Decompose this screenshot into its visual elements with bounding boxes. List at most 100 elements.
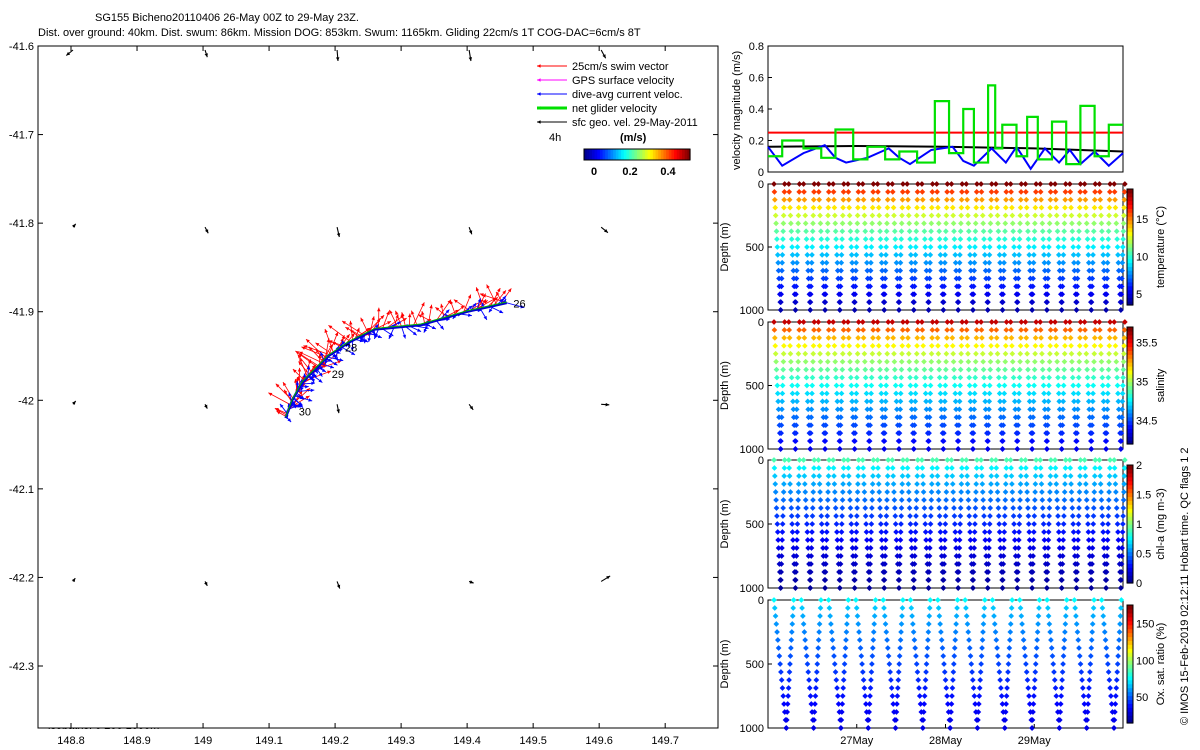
profile-point — [790, 267, 797, 274]
profile-colorbar-segment — [1127, 648, 1133, 653]
profile-point — [1090, 366, 1097, 373]
profile-point — [795, 505, 801, 511]
profile-point — [775, 637, 781, 643]
profile-point — [998, 275, 1004, 282]
profile-point — [963, 189, 970, 195]
profile-x-tick-label: 29May — [1018, 735, 1052, 747]
profile-point — [1083, 342, 1089, 349]
colorbar-segment — [642, 149, 646, 160]
profile-point — [848, 521, 855, 527]
profile-point — [835, 275, 841, 282]
colorbar-tick-label: 0.4 — [660, 166, 676, 178]
colorbar-segment — [621, 149, 625, 160]
profile-point — [958, 481, 965, 487]
profile-point — [820, 553, 827, 559]
geostrophic-vector-head — [204, 53, 208, 58]
dive-avg-current-vector-head — [431, 325, 436, 330]
profile-point — [934, 473, 941, 479]
profile-point — [1083, 497, 1090, 503]
profile-point — [853, 390, 860, 397]
geostrophic-vectors — [65, 49, 611, 589]
profile-colorbar-segment — [1127, 624, 1133, 630]
profile-point — [817, 220, 824, 227]
profile-point — [908, 605, 915, 611]
profile-point — [1028, 569, 1035, 575]
profile-colorbar-segment — [1127, 660, 1133, 665]
profile-point — [801, 189, 807, 195]
profile-colorbar-segment — [1127, 608, 1133, 614]
profile-point — [865, 283, 871, 290]
profile-point — [1089, 629, 1096, 635]
profile-point — [1054, 358, 1060, 365]
profile-point — [818, 366, 824, 373]
profile-point — [1037, 319, 1044, 325]
swim-vector-head — [460, 305, 465, 310]
profile-point — [1061, 228, 1068, 235]
profile-point — [1069, 374, 1076, 381]
colorbar-tick-label: 0.2 — [622, 166, 637, 178]
profile-point — [916, 685, 922, 691]
profile-point — [1023, 669, 1030, 675]
profile-point — [1033, 319, 1039, 325]
profile-point — [942, 252, 948, 258]
swim-vector-head — [311, 364, 316, 369]
profile-point — [979, 342, 986, 349]
profile-point — [1086, 677, 1093, 683]
profile-point — [1120, 382, 1126, 389]
profile-point — [1035, 613, 1042, 619]
profile-point — [1002, 342, 1009, 349]
profile-point — [862, 505, 869, 511]
profile-point — [993, 457, 999, 463]
profile-point — [968, 422, 975, 429]
profile-point — [1029, 307, 1035, 313]
profile-point — [1044, 585, 1050, 591]
profile-point — [889, 465, 896, 471]
profile-point — [1045, 252, 1052, 258]
profile-point — [1087, 569, 1094, 575]
profile-point — [899, 335, 906, 341]
profile-point — [1019, 621, 1025, 627]
profile-point — [896, 307, 902, 313]
profile-point — [963, 181, 970, 187]
profile-point — [1112, 481, 1119, 487]
profile-point — [968, 545, 974, 551]
profile-point — [1031, 252, 1037, 258]
profile-point — [942, 677, 949, 683]
profile-point — [774, 513, 780, 519]
profile-point — [868, 521, 875, 527]
profile-point — [971, 390, 978, 397]
profile-point — [803, 653, 810, 659]
profile-point — [1117, 299, 1124, 305]
profile-point — [780, 228, 786, 235]
profile-point — [810, 473, 817, 479]
profile-colorbar-segment — [1127, 254, 1133, 260]
profile-point — [973, 709, 979, 715]
profile-point — [949, 327, 955, 333]
profile-point — [1060, 529, 1067, 535]
profile-point — [1018, 465, 1024, 471]
profile-colorbar-tick-label: 1.5 — [1136, 490, 1151, 502]
profile-point — [913, 653, 919, 659]
profile-point — [913, 228, 920, 235]
profile-point — [978, 653, 985, 659]
profile-point — [1097, 481, 1104, 487]
profile-colorbar-segment — [1127, 531, 1133, 537]
profile-point — [974, 725, 981, 731]
profile-point — [1077, 196, 1083, 203]
profile-point — [1076, 204, 1083, 211]
profile-point — [1011, 252, 1018, 258]
profile-point — [1046, 505, 1053, 511]
profile-point — [815, 457, 822, 463]
profile-point — [1028, 299, 1035, 305]
profile-colorbar-segment — [1127, 200, 1133, 206]
profile-point — [872, 597, 879, 603]
profile-colorbar-tick-label: 35 — [1136, 377, 1148, 389]
profile-point — [1120, 244, 1126, 250]
profile-point — [853, 244, 860, 250]
profile-point — [1083, 358, 1090, 365]
profile-point — [972, 701, 978, 707]
profile-point — [1069, 497, 1075, 503]
profile-point — [899, 605, 906, 611]
profile-point — [839, 366, 846, 373]
dive-avg-current-vector-head — [440, 325, 444, 330]
